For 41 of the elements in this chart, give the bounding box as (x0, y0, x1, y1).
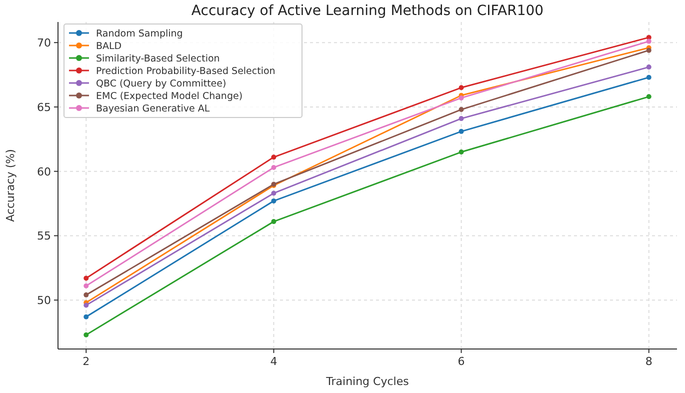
y-tick-label: 50 (37, 294, 51, 308)
y-tick-label: 60 (37, 165, 51, 178)
x-tick-label: 2 (82, 355, 90, 368)
point (458, 128, 464, 134)
legend-label: EMC (Expected Model Change) (96, 91, 243, 102)
point (458, 150, 464, 155)
point (458, 116, 464, 122)
legend-label: Similarity-Based Selection (96, 54, 220, 64)
point (458, 95, 464, 100)
point (84, 276, 89, 281)
point (271, 190, 276, 196)
x-axis-title: Training Cycles (325, 375, 410, 388)
x-tick-label: 8 (645, 355, 652, 368)
chart-title: Accuracy of Active Learning Methods on CIFAR100 (191, 3, 544, 19)
y-axis-title: Accuracy (%) (4, 149, 17, 222)
point (84, 332, 89, 338)
point (271, 164, 276, 170)
y-tick-label: 55 (37, 230, 51, 243)
point (271, 198, 276, 204)
point (646, 38, 652, 44)
point (458, 85, 464, 90)
point (271, 154, 276, 160)
point (646, 74, 652, 80)
y-tick-label: 65 (37, 100, 51, 114)
x-tick-label: 6 (458, 355, 465, 368)
point (271, 219, 276, 224)
point (84, 283, 89, 288)
y-tick-label: 70 (37, 36, 51, 50)
point (84, 292, 89, 298)
point (458, 107, 464, 112)
legend-label: QBC (Query by Committee) (96, 78, 226, 90)
point (646, 64, 652, 70)
legend-label: BALD (96, 41, 122, 52)
point (646, 94, 652, 100)
point (646, 48, 652, 53)
legend-label: Bayesian Generative AL (96, 104, 210, 114)
legend-label: Random Sampling (96, 28, 183, 40)
point (84, 314, 89, 320)
point (84, 302, 89, 308)
x-tick-label: 4 (270, 355, 278, 368)
legend-label: Prediction Probability-Based Selection (96, 66, 276, 77)
